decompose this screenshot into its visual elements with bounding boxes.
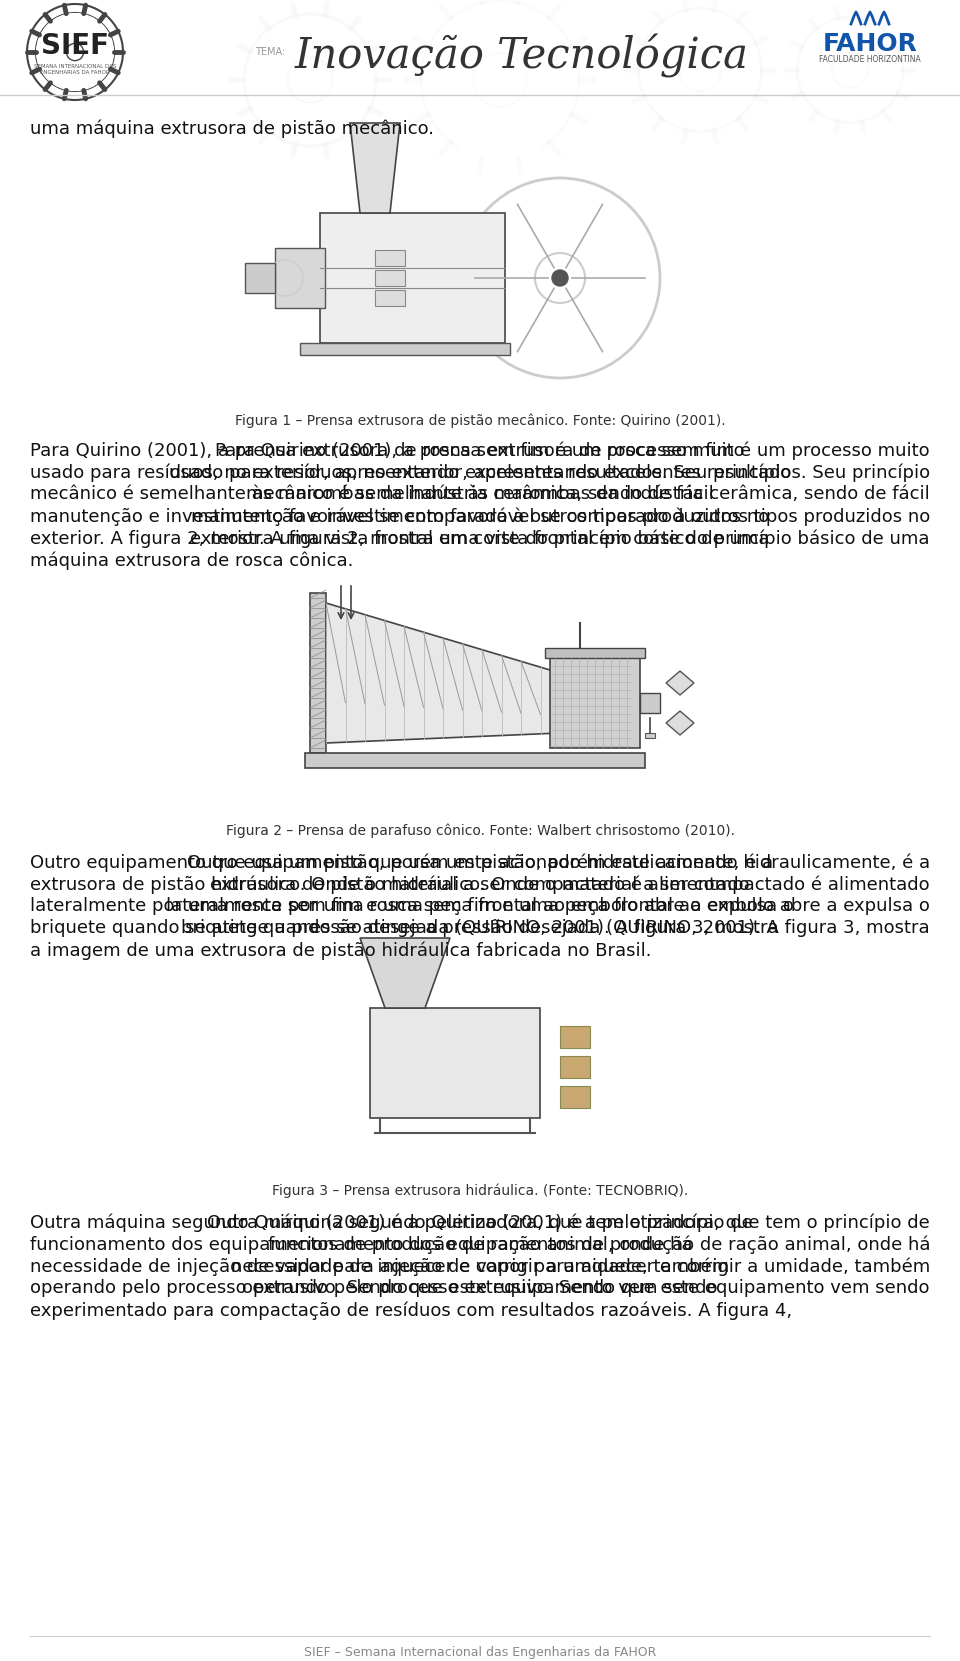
FancyBboxPatch shape bbox=[290, 148, 670, 409]
Polygon shape bbox=[326, 603, 560, 742]
Text: Outro equipamento que usa um pistão, porém este acionado hidraulicamente, é a: Outro equipamento que usa um pistão, por… bbox=[30, 854, 773, 872]
Text: Para Quirino (2001), a prensa extrusora de rosca sem fim é um processo muito: Para Quirino (2001), a prensa extrusora … bbox=[30, 442, 745, 460]
Text: briquete quando se atinge a pressão desejada (QUIRINO, 2001). A figura 3, mostra: briquete quando se atinge a pressão dese… bbox=[30, 919, 779, 937]
Text: SEMANA INTERNACIONAL DAS: SEMANA INTERNACIONAL DAS bbox=[34, 63, 116, 68]
Text: experimentado para compactação de resíduos com resultados razoáveis. A figura 4,: experimentado para compactação de resídu… bbox=[30, 1301, 792, 1319]
Text: necessidade de injeção de vapor para aquecer e corrigir a umidade, também: necessidade de injeção de vapor para aqu… bbox=[230, 1257, 930, 1276]
FancyBboxPatch shape bbox=[560, 1026, 590, 1048]
Text: usado para resíduos, no exterior, apresentando excelentes resultados. Seu princí: usado para resíduos, no exterior, aprese… bbox=[169, 463, 930, 482]
Polygon shape bbox=[350, 123, 400, 213]
Text: exterior. A figura 2, mostra uma vista frontal em corte do princípio básico de u: exterior. A figura 2, mostra uma vista f… bbox=[190, 528, 930, 548]
Text: manutenção e investimento favorável se comparado à outros tipos produzidos no: manutenção e investimento favorável se c… bbox=[191, 507, 930, 525]
Text: Outra máquina segundo Quirino (2001) é a peletizadora, que tem o princípio de: Outra máquina segundo Quirino (2001) é a… bbox=[30, 1213, 753, 1231]
Text: SIEF: SIEF bbox=[41, 32, 109, 60]
Text: Outra máquina segundo Quirino (2001) é a peletizadora, que tem o princípio de: Outra máquina segundo Quirino (2001) é a… bbox=[207, 1213, 930, 1231]
FancyBboxPatch shape bbox=[545, 648, 645, 658]
Text: operando pelo processo extrusivo. Sendo que este equipamento vem sendo: operando pelo processo extrusivo. Sendo … bbox=[30, 1279, 717, 1297]
Text: FAHOR: FAHOR bbox=[823, 32, 918, 56]
Text: lateralmente por uma rosca sem fim e uma peça frontal ao embolo abre a expulsa o: lateralmente por uma rosca sem fim e uma… bbox=[166, 897, 930, 915]
FancyBboxPatch shape bbox=[375, 251, 405, 266]
Circle shape bbox=[36, 13, 113, 90]
FancyBboxPatch shape bbox=[370, 1008, 540, 1118]
FancyBboxPatch shape bbox=[305, 752, 645, 767]
Text: Para Quirino (2001), a prensa extrusora de rosca sem fim é um processo muito: Para Quirino (2001), a prensa extrusora … bbox=[215, 442, 930, 460]
Text: extrusora de pistão hidráulico. Onde o material a ser compactado é alimentado: extrusora de pistão hidráulico. Onde o m… bbox=[210, 875, 930, 894]
Text: mecânico é semelhante às marombas da indústria cerâmica, sendo de fácil: mecânico é semelhante às marombas da ind… bbox=[247, 485, 930, 503]
FancyBboxPatch shape bbox=[320, 213, 505, 344]
Circle shape bbox=[552, 271, 568, 286]
Text: Figura 3 – Prensa extrusora hidráulica. (Fonte: TECNOBRIQ).: Figura 3 – Prensa extrusora hidráulica. … bbox=[272, 1183, 688, 1198]
Text: Inovação Tecnológica: Inovação Tecnológica bbox=[295, 33, 749, 78]
Text: FACULDADE HORIZONTINA: FACULDADE HORIZONTINA bbox=[819, 55, 921, 65]
Text: SIEF – Semana Internacional das Engenharias da FAHOR: SIEF – Semana Internacional das Engenhar… bbox=[303, 1646, 657, 1659]
FancyBboxPatch shape bbox=[550, 658, 640, 747]
Text: Figura 1 – Prensa extrusora de pistão mecânico. Fonte: Quirino (2001).: Figura 1 – Prensa extrusora de pistão me… bbox=[234, 414, 726, 427]
Text: máquina extrusora de rosca cônica.: máquina extrusora de rosca cônica. bbox=[30, 551, 353, 570]
Text: lateralmente por uma rosca sem fim e uma peça frontal ao embolo abre a expulsa o: lateralmente por uma rosca sem fim e uma… bbox=[30, 897, 794, 915]
Text: usado para resíduos, no exterior, apresentando excelentes resultados. Seu princí: usado para resíduos, no exterior, aprese… bbox=[30, 463, 791, 482]
FancyBboxPatch shape bbox=[375, 271, 405, 286]
Text: extrusora de pistão hidráulico. Onde o material a ser compactado é alimentado: extrusora de pistão hidráulico. Onde o m… bbox=[30, 875, 750, 894]
Text: Outro equipamento que usa um pistão, porém este acionado hidraulicamente, é a: Outro equipamento que usa um pistão, por… bbox=[187, 854, 930, 872]
Text: exterior. A figura 2, mostra uma vista frontal em corte do princípio básico de u: exterior. A figura 2, mostra uma vista f… bbox=[30, 528, 770, 548]
FancyBboxPatch shape bbox=[375, 291, 405, 306]
FancyBboxPatch shape bbox=[560, 1086, 590, 1108]
FancyBboxPatch shape bbox=[645, 733, 655, 737]
Polygon shape bbox=[300, 344, 510, 355]
Polygon shape bbox=[666, 671, 694, 694]
FancyBboxPatch shape bbox=[640, 693, 660, 713]
Text: funcionamento dos equipamentos de produção de ração animal, onde há: funcionamento dos equipamentos de produç… bbox=[268, 1236, 930, 1254]
Text: Figura 2 – Prensa de parafuso cônico. Fonte: Walbert chrisostomo (2010).: Figura 2 – Prensa de parafuso cônico. Fo… bbox=[226, 822, 734, 837]
Text: mecânico é semelhante às marombas da indústria cerâmica, sendo de fácil: mecânico é semelhante às marombas da ind… bbox=[30, 485, 713, 503]
FancyBboxPatch shape bbox=[245, 262, 275, 292]
Text: a imagem de uma extrusora de pistão hidráulica fabricada no Brasil.: a imagem de uma extrusora de pistão hidr… bbox=[30, 942, 652, 960]
Text: operando pelo processo extrusivo. Sendo que este equipamento vem sendo: operando pelo processo extrusivo. Sendo … bbox=[243, 1279, 930, 1297]
FancyBboxPatch shape bbox=[560, 1056, 590, 1078]
Polygon shape bbox=[666, 711, 694, 736]
Text: manutenção e investimento favorável se comparado à outros tipos produzidos no: manutenção e investimento favorável se c… bbox=[30, 507, 769, 525]
Text: briquete quando se atinge a pressão desejada (QUIRINO, 2001). A figura 3, mostra: briquete quando se atinge a pressão dese… bbox=[181, 919, 930, 937]
Polygon shape bbox=[360, 938, 450, 1008]
Text: uma máquina extrusora de pistão mecânico.: uma máquina extrusora de pistão mecânico… bbox=[30, 120, 434, 138]
Text: TEMA:: TEMA: bbox=[255, 47, 285, 56]
Text: funcionamento dos equipamentos de produção de ração animal, onde há: funcionamento dos equipamentos de produç… bbox=[30, 1236, 692, 1254]
FancyBboxPatch shape bbox=[275, 247, 325, 307]
FancyBboxPatch shape bbox=[310, 593, 326, 752]
Text: necessidade de injeção de vapor para aquecer e corrigir a umidade, também: necessidade de injeção de vapor para aqu… bbox=[30, 1257, 730, 1276]
Text: ENGENHARIAS DA FAHOR: ENGENHARIAS DA FAHOR bbox=[40, 70, 109, 75]
